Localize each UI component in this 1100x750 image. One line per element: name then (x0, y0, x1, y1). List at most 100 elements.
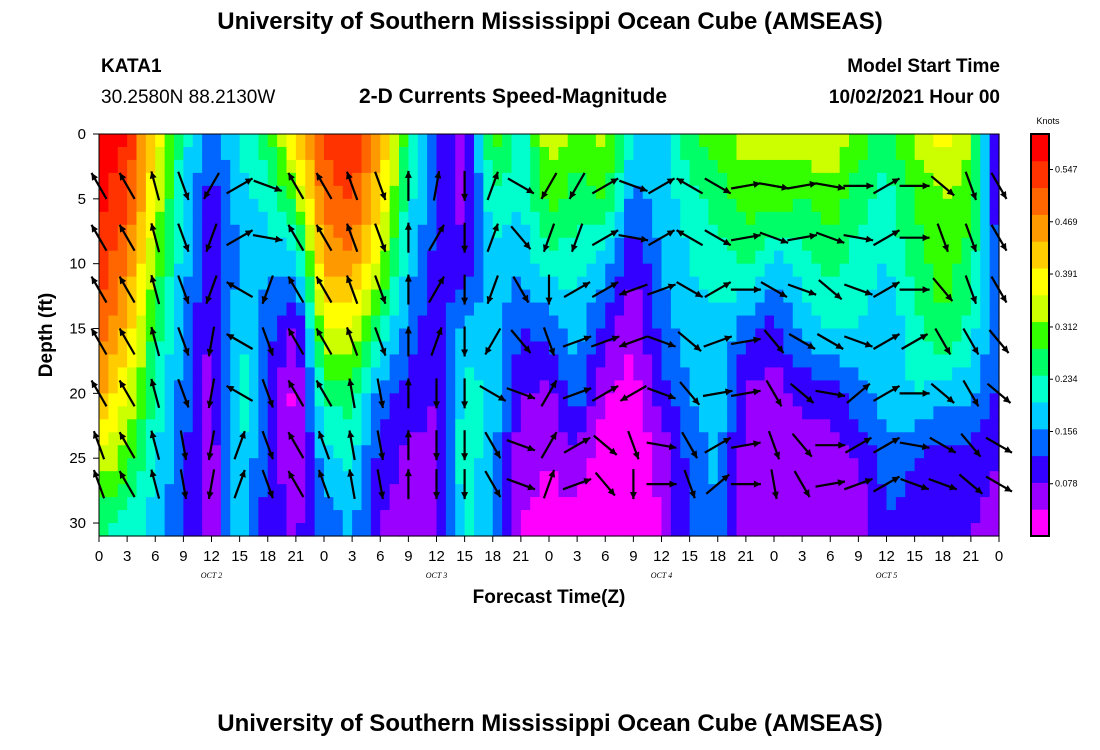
heatmap-cell (530, 237, 541, 252)
heatmap-cell (652, 432, 663, 446)
heatmap-cell (839, 172, 850, 187)
heatmap-cell (258, 471, 269, 485)
heatmap-cell (670, 263, 681, 278)
heatmap-cell (220, 134, 231, 148)
heatmap-cell (305, 134, 316, 148)
heatmap-cell (183, 458, 194, 472)
heatmap-cell (436, 250, 447, 265)
current-arrow (932, 277, 954, 302)
heatmap-cell (783, 328, 794, 343)
heatmap-cell (417, 458, 428, 472)
heatmap-cell (605, 315, 616, 330)
heatmap-cell (127, 263, 138, 278)
heatmap-cell (445, 432, 456, 446)
heatmap-cell (717, 134, 728, 148)
heatmap-cell (661, 276, 672, 291)
heatmap-cell (127, 432, 138, 446)
heatmap-cell (342, 367, 353, 381)
heatmap-cell (717, 302, 728, 317)
heatmap-cell (108, 159, 119, 174)
heatmap-cell (895, 484, 906, 498)
heatmap-cell (183, 198, 194, 213)
heatmap-cell (164, 380, 175, 394)
current-arrow (872, 177, 901, 195)
heatmap-cell (774, 302, 784, 317)
heatmap-cell (745, 432, 756, 446)
current-arrow (261, 469, 274, 499)
heatmap-cell (783, 523, 794, 537)
heatmap-cell (577, 419, 588, 433)
heatmap-cell (792, 263, 803, 278)
heatmap-cell (174, 146, 184, 161)
heatmap-cell (567, 523, 578, 537)
station-id: KATA1 (101, 56, 162, 77)
heatmap-cell (642, 523, 653, 537)
heatmap-cell (586, 172, 597, 187)
heatmap-cell (989, 445, 1000, 459)
heatmap-cell (239, 302, 250, 317)
current-arrow (844, 436, 872, 454)
heatmap-cell (108, 250, 119, 265)
heatmap-cell (174, 250, 184, 265)
heatmap-cell (820, 302, 831, 317)
heatmap-cell (511, 523, 522, 537)
heatmap-cell (642, 315, 653, 330)
heatmap-cell (408, 185, 419, 200)
current-arrow (843, 477, 873, 491)
heatmap-cell (642, 510, 653, 524)
heatmap-cell (333, 237, 344, 252)
current-arrow (730, 232, 761, 242)
heatmap-cell (689, 302, 700, 317)
heatmap-cell (136, 328, 147, 343)
heatmap-cell (699, 458, 709, 472)
heatmap-cell (830, 146, 841, 161)
heatmap-cell (380, 523, 391, 537)
heatmap-cell (417, 302, 428, 317)
heatmap-cell (511, 471, 522, 485)
heatmap-cell (99, 159, 109, 174)
heatmap-cell (314, 484, 325, 498)
heatmap-cell (230, 224, 241, 239)
heatmap-cell (539, 354, 550, 369)
heatmap-cell (249, 224, 259, 239)
heatmap-cell (380, 471, 391, 485)
heatmap-cell (605, 172, 616, 187)
heatmap-cell (361, 393, 372, 407)
heatmap-cell (774, 419, 784, 433)
heatmap-cell (661, 367, 672, 381)
heatmap-cell (145, 497, 156, 511)
heatmap-cell (277, 445, 288, 459)
heatmap-cell (680, 198, 691, 213)
heatmap-cell (961, 146, 972, 161)
heatmap-cell (295, 497, 306, 511)
heatmap-cell (239, 198, 250, 213)
heatmap-cell (858, 432, 869, 446)
current-arrow (118, 327, 136, 356)
current-arrow (843, 283, 873, 296)
heatmap-cell (417, 341, 428, 356)
heatmap-cell (427, 406, 438, 420)
current-arrow (540, 431, 558, 459)
heatmap-cell (624, 393, 634, 407)
heatmap-cell (877, 289, 888, 304)
current-arrow (704, 436, 732, 454)
heatmap-cell (164, 185, 175, 200)
current-arrow (510, 329, 532, 354)
heatmap-cell (239, 146, 250, 161)
heatmap-cell (342, 328, 353, 343)
heatmap-cell (455, 172, 466, 187)
heatmap-cell (492, 276, 503, 291)
current-arrow (679, 381, 701, 406)
heatmap-cell (989, 211, 1000, 226)
heatmap-cell (839, 341, 850, 356)
current-arrow (590, 335, 620, 348)
heatmap-cell (914, 484, 925, 498)
heatmap-cell (117, 497, 128, 511)
date-label: OCT 2 (201, 571, 222, 580)
heatmap-cell (399, 458, 409, 472)
heatmap-cell (633, 263, 644, 278)
heatmap-cell (708, 315, 719, 330)
heatmap-cell (614, 445, 625, 459)
y-tick-label: 15 (69, 321, 86, 338)
heatmap-cell (595, 250, 606, 265)
